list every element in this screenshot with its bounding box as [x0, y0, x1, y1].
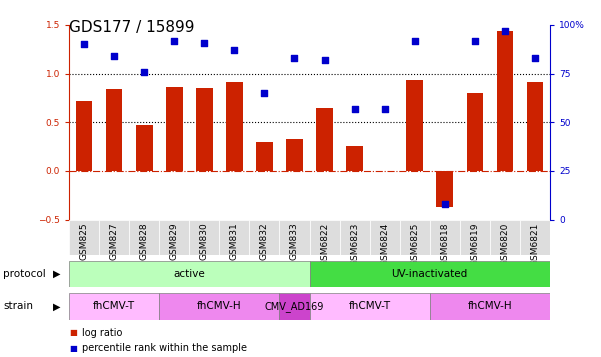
Text: GSM832: GSM832 [260, 222, 269, 260]
Bar [219, 220, 249, 255]
Bar [526, 82, 543, 171]
Bar [286, 139, 303, 171]
Text: GSM827: GSM827 [110, 222, 118, 260]
Bar [166, 87, 183, 171]
Bar [69, 261, 310, 287]
Text: ▶: ▶ [53, 269, 60, 279]
Bar [159, 293, 279, 320]
Text: GSM6824: GSM6824 [380, 222, 389, 266]
Bar [69, 293, 159, 320]
Bar [406, 80, 423, 171]
Bar [69, 220, 99, 255]
Point [230, 47, 239, 53]
Text: ■: ■ [69, 343, 77, 353]
Text: GSM830: GSM830 [200, 222, 209, 260]
Bar [279, 293, 310, 320]
Text: percentile rank within the sample: percentile rank within the sample [82, 343, 248, 353]
Bar [196, 88, 213, 171]
Bar [370, 220, 400, 255]
Text: ▶: ▶ [53, 301, 60, 311]
Text: UV-inactivated: UV-inactivated [392, 269, 468, 279]
Text: CMV_AD169: CMV_AD169 [265, 301, 324, 312]
Text: strain: strain [3, 301, 33, 311]
Bar [159, 220, 189, 255]
Text: GSM6821: GSM6821 [531, 222, 539, 266]
Bar [340, 220, 370, 255]
Bar [129, 220, 159, 255]
Text: GSM825: GSM825 [80, 222, 88, 260]
Point [410, 38, 419, 44]
Text: ■: ■ [69, 328, 77, 337]
Point [380, 106, 389, 111]
Text: active: active [174, 269, 205, 279]
Text: protocol: protocol [3, 269, 46, 279]
Bar [279, 220, 310, 255]
Point [470, 38, 480, 44]
Point [200, 40, 209, 45]
Bar [76, 101, 93, 171]
Bar [400, 220, 430, 255]
Point [260, 90, 269, 96]
Bar [496, 31, 513, 171]
Text: GSM831: GSM831 [230, 222, 239, 260]
Text: fhCMV-T: fhCMV-T [349, 301, 391, 311]
Bar [189, 220, 219, 255]
Text: GSM6819: GSM6819 [471, 222, 479, 266]
Text: fhCMV-T: fhCMV-T [93, 301, 135, 311]
Bar [316, 108, 333, 171]
Point [440, 201, 450, 207]
Text: GSM829: GSM829 [170, 222, 178, 260]
Point [530, 55, 540, 61]
Bar [106, 89, 123, 171]
Bar [99, 220, 129, 255]
Bar [346, 146, 363, 171]
Text: log ratio: log ratio [82, 328, 123, 338]
Text: fhCMV-H: fhCMV-H [468, 301, 512, 311]
Bar [256, 142, 273, 171]
Point [350, 106, 359, 111]
Bar [310, 261, 550, 287]
Text: GSM6818: GSM6818 [441, 222, 449, 266]
Text: GSM6820: GSM6820 [501, 222, 509, 266]
Bar [436, 171, 453, 207]
Bar [460, 220, 490, 255]
Point [290, 55, 299, 61]
Text: GSM828: GSM828 [140, 222, 148, 260]
Text: GSM833: GSM833 [290, 222, 299, 260]
Bar [310, 293, 430, 320]
Point [109, 53, 119, 59]
Bar [520, 220, 550, 255]
Bar [490, 220, 520, 255]
Bar [249, 220, 279, 255]
Text: GSM6822: GSM6822 [320, 222, 329, 266]
Text: GSM6825: GSM6825 [410, 222, 419, 266]
Bar [466, 93, 483, 171]
Point [169, 38, 179, 44]
Point [500, 28, 510, 34]
Bar [430, 293, 550, 320]
Point [79, 42, 89, 47]
Text: fhCMV-H: fhCMV-H [197, 301, 242, 311]
Bar [136, 125, 153, 171]
Bar [310, 220, 340, 255]
Text: GSM6823: GSM6823 [350, 222, 359, 266]
Text: GDS177 / 15899: GDS177 / 15899 [69, 20, 195, 35]
Point [139, 69, 149, 75]
Bar [430, 220, 460, 255]
Bar [226, 82, 243, 171]
Point [320, 57, 329, 63]
